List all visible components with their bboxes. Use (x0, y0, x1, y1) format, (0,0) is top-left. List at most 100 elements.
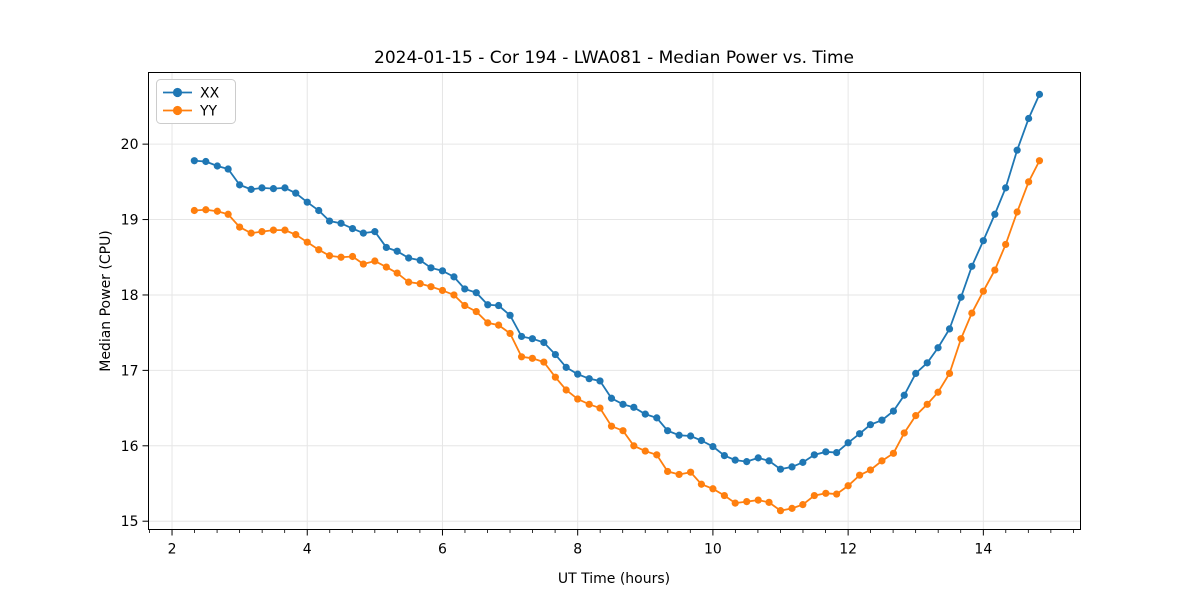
data-point-yy (348, 252, 357, 261)
data-point-xx (653, 414, 661, 422)
data-point-xx (968, 262, 976, 270)
data-point-yy (833, 490, 841, 498)
data-point-yy (799, 501, 807, 509)
data-point-yy (393, 269, 401, 277)
data-point-yy (765, 498, 773, 506)
data-point-xx (393, 247, 401, 255)
data-point-xx (494, 301, 503, 310)
data-point-xx (258, 184, 266, 192)
data-point-yy (472, 307, 480, 316)
data-point-xx (664, 427, 672, 435)
data-point-yy (889, 449, 898, 457)
data-point-xx (213, 162, 221, 170)
data-point-xx (743, 458, 751, 466)
data-point-yy (968, 309, 976, 317)
tick-labels: 2 4 6 8 10 12 14 15 16 17 18 19 20 (121, 137, 993, 557)
data-point-yy (776, 507, 785, 515)
data-point-yy (991, 266, 999, 274)
data-point-yy (427, 283, 435, 291)
data-point-xx (833, 448, 841, 457)
data-point-xx (697, 436, 706, 445)
data-point-yy (224, 210, 232, 218)
data-point-xx (856, 430, 864, 438)
data-point-yy (619, 427, 627, 435)
data-point-yy (405, 278, 413, 286)
data-point-xx (607, 394, 616, 402)
data-point-yy (653, 451, 661, 459)
data-point-yy (416, 280, 424, 288)
x-tick-label: 6 (438, 542, 447, 558)
data-point-yy (934, 388, 942, 396)
series-yy (190, 157, 1044, 515)
data-point-xx (528, 335, 536, 343)
data-point-xx (506, 311, 514, 319)
x-tick-label: 8 (573, 542, 582, 558)
data-point-xx (450, 273, 458, 281)
data-point-yy (822, 489, 830, 497)
x-tick-label: 12 (839, 542, 857, 558)
data-point-yy (923, 400, 931, 408)
data-point-yy (213, 207, 221, 215)
data-point-xx (461, 285, 469, 293)
data-point-xx (292, 189, 300, 197)
legend-label-yy: YY (199, 104, 218, 120)
data-point-xx (1025, 114, 1033, 123)
data-point-yy (484, 319, 492, 327)
data-point-yy (574, 395, 582, 403)
series-line-xx (194, 94, 1041, 471)
data-point-yy (517, 353, 526, 361)
data-point-yy (1002, 240, 1010, 249)
data-point-yy (720, 491, 728, 500)
data-point-yy (810, 491, 818, 500)
plot-area-border (148, 72, 1081, 530)
data-point-yy (709, 485, 717, 493)
data-point-xx (731, 456, 739, 464)
data-point-xx (900, 391, 908, 399)
data-point-yy (957, 335, 965, 343)
data-point-xx (359, 229, 367, 237)
data-point-xx (416, 256, 424, 264)
data-point-xx (224, 165, 232, 173)
data-point-xx (315, 206, 323, 215)
grid-lines (148, 72, 1081, 530)
legend-label-xx: XX (200, 86, 220, 102)
data-point-yy (371, 257, 379, 265)
data-point-xx (686, 432, 695, 440)
data-point-xx (202, 157, 210, 166)
data-point-xx (247, 185, 255, 193)
data-point-xx (720, 451, 728, 460)
x-tick-label: 10 (704, 542, 722, 558)
y-tick-label: 15 (121, 514, 139, 530)
data-point-xx (517, 332, 526, 341)
data-point-xx (945, 325, 954, 333)
data-point-yy (866, 466, 875, 474)
data-point-yy (551, 373, 559, 381)
data-point-yy (258, 228, 266, 236)
data-point-yy (979, 287, 987, 295)
data-point-xx (281, 184, 289, 192)
data-point-xx (630, 403, 638, 411)
data-point-xx (303, 198, 311, 206)
data-point-xx (269, 185, 278, 193)
data-point-xx (1002, 184, 1010, 192)
data-point-yy (788, 504, 796, 512)
data-point-xx (934, 344, 942, 352)
data-point-xx (991, 210, 999, 218)
data-point-yy (269, 226, 278, 234)
data-point-yy (292, 231, 300, 239)
y-tick-label: 19 (121, 213, 139, 229)
series-line-yy (194, 160, 1041, 512)
series-xx (190, 90, 1044, 473)
x-tick-label: 14 (974, 542, 992, 558)
data-point-yy (1013, 208, 1021, 216)
data-point-yy (912, 412, 920, 420)
x-axis-label: UT Time (hours) (558, 571, 670, 587)
data-point-yy (337, 253, 345, 261)
data-point-yy (596, 404, 604, 412)
data-point-yy (731, 499, 739, 507)
data-point-xx (878, 416, 886, 424)
data-point-yy (382, 263, 390, 271)
data-point-yy (281, 226, 289, 234)
data-point-xx (438, 267, 447, 275)
